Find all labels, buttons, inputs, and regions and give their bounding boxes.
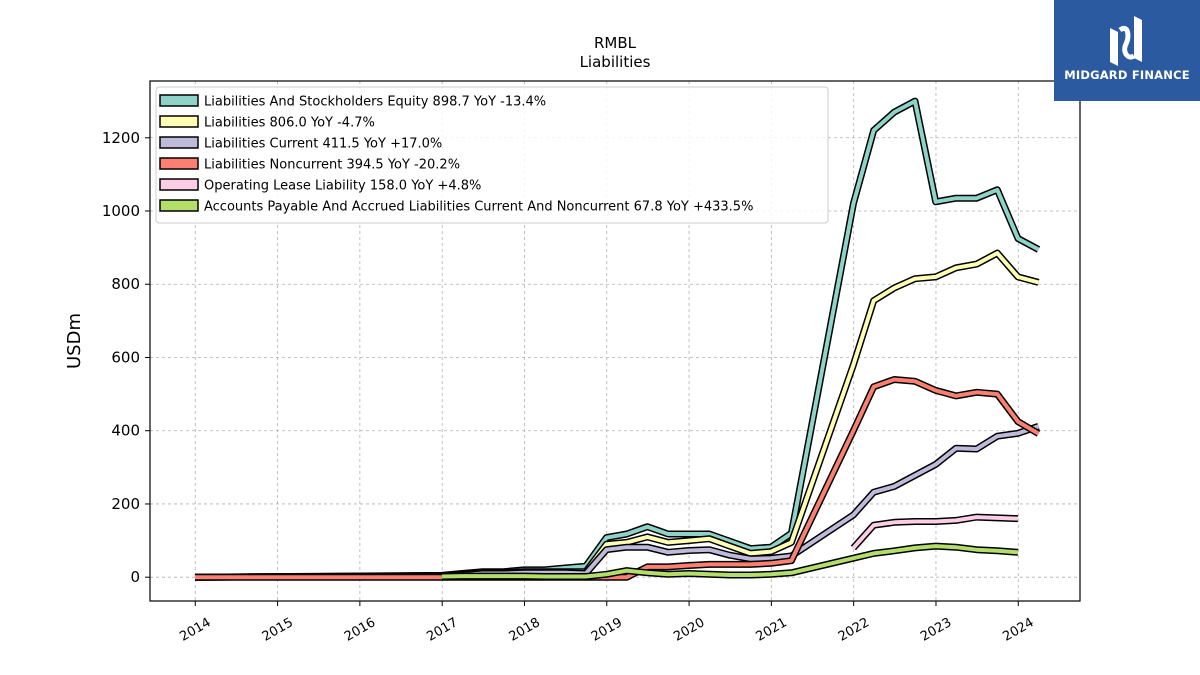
x-tick-label: 2019 <box>589 615 625 645</box>
y-tick-label: 0 <box>130 568 140 586</box>
x-tick-label: 2018 <box>507 615 543 645</box>
midgard-logo-icon <box>1110 16 1142 66</box>
x-tick-label: 2020 <box>671 615 707 645</box>
x-tick-label: 2016 <box>342 615 378 645</box>
legend-box <box>155 86 829 224</box>
y-tick-label: 200 <box>111 495 140 513</box>
x-tick-label: 2017 <box>424 615 460 645</box>
brand-name: MIDGARD FINANCE <box>1064 68 1190 82</box>
legend-entry: Accounts Payable And Accrued Liabilities… <box>204 200 753 215</box>
series-outline-2 <box>194 249 1040 581</box>
y-tick-label: 600 <box>111 348 140 366</box>
y-tick-label: 1200 <box>102 129 140 147</box>
legend-swatch <box>159 157 199 170</box>
x-tick-label: 2024 <box>1000 615 1036 645</box>
legend-entry: Liabilities 806.0 YoY -4.7% <box>204 116 375 131</box>
series-line-3 <box>194 424 1040 580</box>
x-tick-label: 2022 <box>836 615 872 645</box>
series-outline-3 <box>194 422 1040 581</box>
legend-entry: Liabilities Noncurrent 394.5 YoY -20.2% <box>204 158 460 173</box>
series-line-2 <box>194 251 1040 580</box>
plot-frame <box>149 80 1081 602</box>
y-axis-label: USDm <box>64 313 85 369</box>
chart-subtitle: Liabilities <box>580 53 651 71</box>
legend-entry: Liabilities And Stockholders Equity 898.… <box>204 95 546 110</box>
series-line-6 <box>441 544 1019 579</box>
brand-badge: MIDGARD FINANCE <box>1054 0 1200 101</box>
legend: Liabilities And Stockholders Equity 898.… <box>155 86 829 224</box>
chart-title: RMBL <box>594 34 637 52</box>
legend-swatch <box>159 94 199 107</box>
y-tick-label: 400 <box>111 422 140 440</box>
legend-entry: Operating Lease Liability 158.0 YoY +4.8… <box>204 179 481 194</box>
legend-swatch <box>159 178 199 191</box>
y-tick-label: 1000 <box>102 202 140 220</box>
x-tick-label: 2021 <box>754 615 790 645</box>
series-line-5 <box>851 515 1019 550</box>
x-tick-label: 2014 <box>177 615 213 645</box>
x-tick-label: 2015 <box>260 615 296 645</box>
y-tick-label: 800 <box>111 275 140 293</box>
x-tick-label: 2023 <box>918 615 954 645</box>
legend-entry: Liabilities Current 411.5 YoY +17.0% <box>204 137 442 152</box>
legend-swatch <box>159 136 199 149</box>
plot-area <box>194 97 1041 581</box>
legend-swatch <box>159 199 199 212</box>
legend-swatch <box>159 115 199 128</box>
